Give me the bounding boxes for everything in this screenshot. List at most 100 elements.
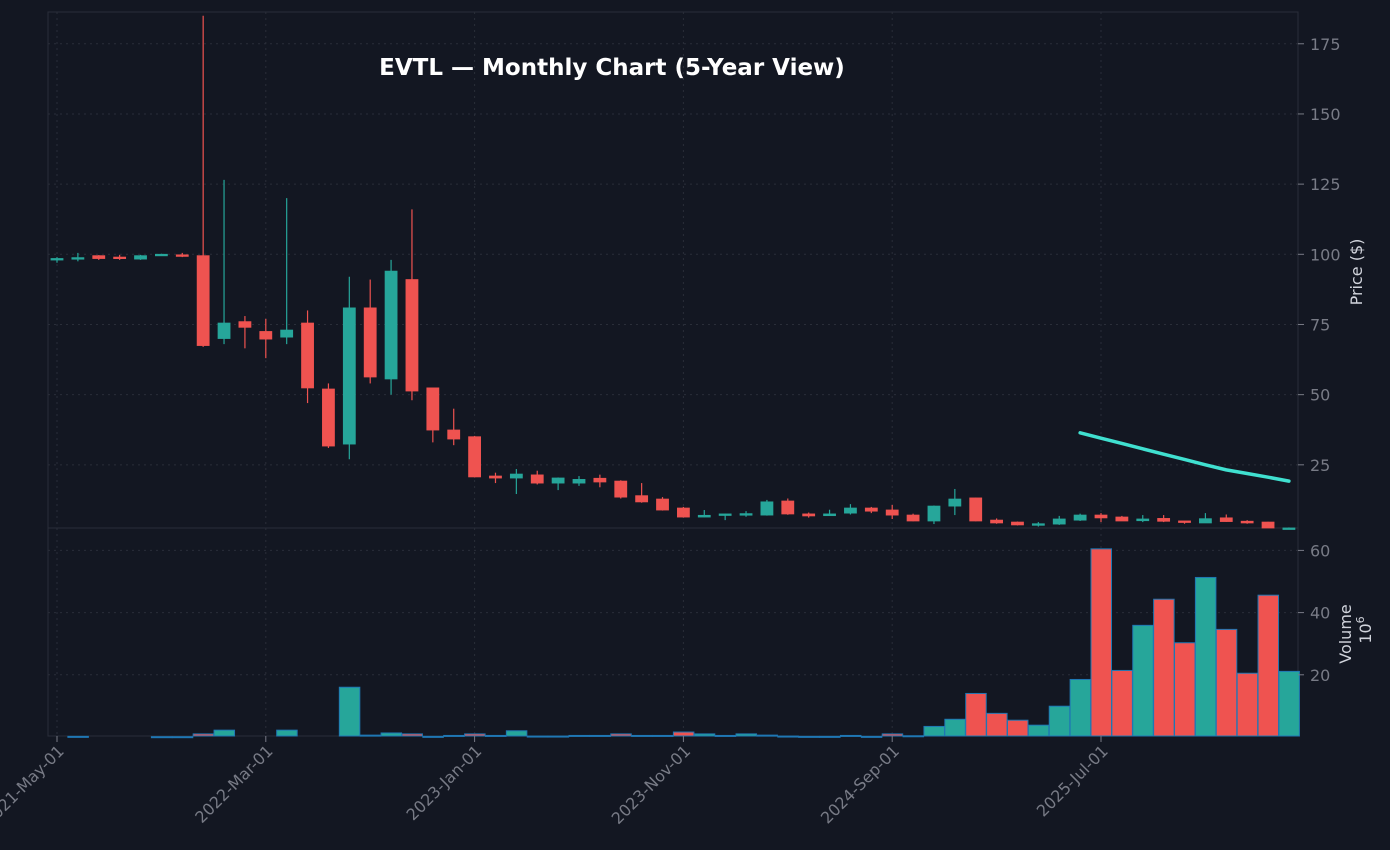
volume-bar [401,733,423,737]
volume-tick-label: 20 [1310,666,1330,685]
volume-unit-exponent: 6 [1354,616,1367,623]
candle-body [50,258,64,261]
candle-body [906,514,920,522]
volume-bar [672,731,695,737]
candle-body [280,329,294,338]
volume-bar [1048,705,1071,737]
candle-body [217,322,231,339]
time-tick-label: 2022-Mar-01 [191,741,276,826]
volume-bar [505,730,528,737]
volume-bar [860,735,883,738]
volume-bar [192,733,215,737]
volume-bar [631,734,653,737]
candle-body [927,505,941,522]
candle-body [656,498,669,511]
candle-body [92,255,106,259]
volume-bar [1069,678,1092,737]
candle-body [1011,521,1024,526]
price-tick-label: 175 [1310,35,1341,54]
volume-tick-label: 40 [1310,604,1330,623]
volume-bar [1090,548,1112,737]
volume-bar [443,734,465,737]
volume-bar [798,735,820,738]
trend-line [1078,431,1291,483]
volume-bar [1027,724,1050,737]
grid-lines [48,12,1298,736]
candle-body [509,473,523,479]
candle-body [1136,518,1150,522]
volume-bar [589,734,611,737]
time-tick-label: 2021-May-01 [0,741,68,829]
volume-bar [422,735,444,738]
candle-body [342,307,356,445]
candle-body [71,257,85,260]
candle-body [447,429,461,440]
price-axis-label: Price ($) [1347,239,1366,306]
candle-body [175,254,189,257]
candle-body [1261,521,1275,529]
candles [50,15,1296,530]
volume-bar [881,733,904,737]
chart-title: EVTL — Monthly Chart (5-Year View) [379,55,845,81]
candle-body [322,388,335,447]
time-tick-label: 2023-Jan-01 [403,741,486,824]
candle-body [572,479,586,484]
candle-body [969,497,983,522]
candle-body [760,501,774,516]
candle-body [1073,514,1087,521]
candle-body [614,480,628,498]
volume-bar [1111,669,1133,737]
time-tick-label: 2023-Nov-01 [608,741,695,828]
candle-body [718,513,732,516]
volume-bar [902,735,925,738]
volume-unit-base: 10 [1356,623,1375,643]
volume-bar [965,692,987,737]
volume-bar [714,734,737,737]
price-tick-label: 75 [1310,315,1330,334]
volume-bar [735,733,758,737]
candle-body [844,507,857,514]
volume-bar [338,686,361,737]
volume-bar [464,733,486,737]
volume-bar [1132,624,1154,737]
volume-bar [777,735,799,738]
volume-bar [923,725,945,737]
volume-bar [1236,672,1259,737]
volume-bars [67,548,1300,739]
candle-body [802,513,816,517]
candle-body [1178,520,1191,523]
volume-bar [568,734,590,737]
volume-bar [1153,598,1175,737]
candle-body [823,513,836,517]
volume-bar [756,734,778,737]
candle-body [426,387,440,431]
volume-tick-label: 60 [1310,541,1330,560]
candle-body [1115,516,1129,522]
candle-body [1199,518,1212,524]
candle-body [405,279,419,392]
time-tick-label: 2024-Sep-01 [817,741,903,827]
volume-bar [944,718,966,737]
candle-body [468,436,482,478]
candle-body [781,500,795,515]
candle-body [259,331,273,340]
candle-body [1219,517,1233,522]
volume-axis-label: Volume [1336,604,1355,664]
candle-body [530,474,544,484]
candle-body [134,255,147,260]
price-tick-label: 100 [1310,245,1341,264]
volume-bar [171,736,194,739]
time-tick-label: 2025-Jul-01 [1033,741,1112,820]
volume-bar [276,729,298,737]
candle-body [885,509,899,516]
candle-body [238,321,252,328]
candle-body [113,256,127,260]
volume-bar [1174,642,1196,737]
volume-bar [359,734,382,737]
volume-unit-label: 106 [1354,616,1375,643]
volume-bar [484,734,507,737]
candle-body [489,475,502,479]
volume-bar [380,732,403,737]
candle-body [677,507,690,518]
